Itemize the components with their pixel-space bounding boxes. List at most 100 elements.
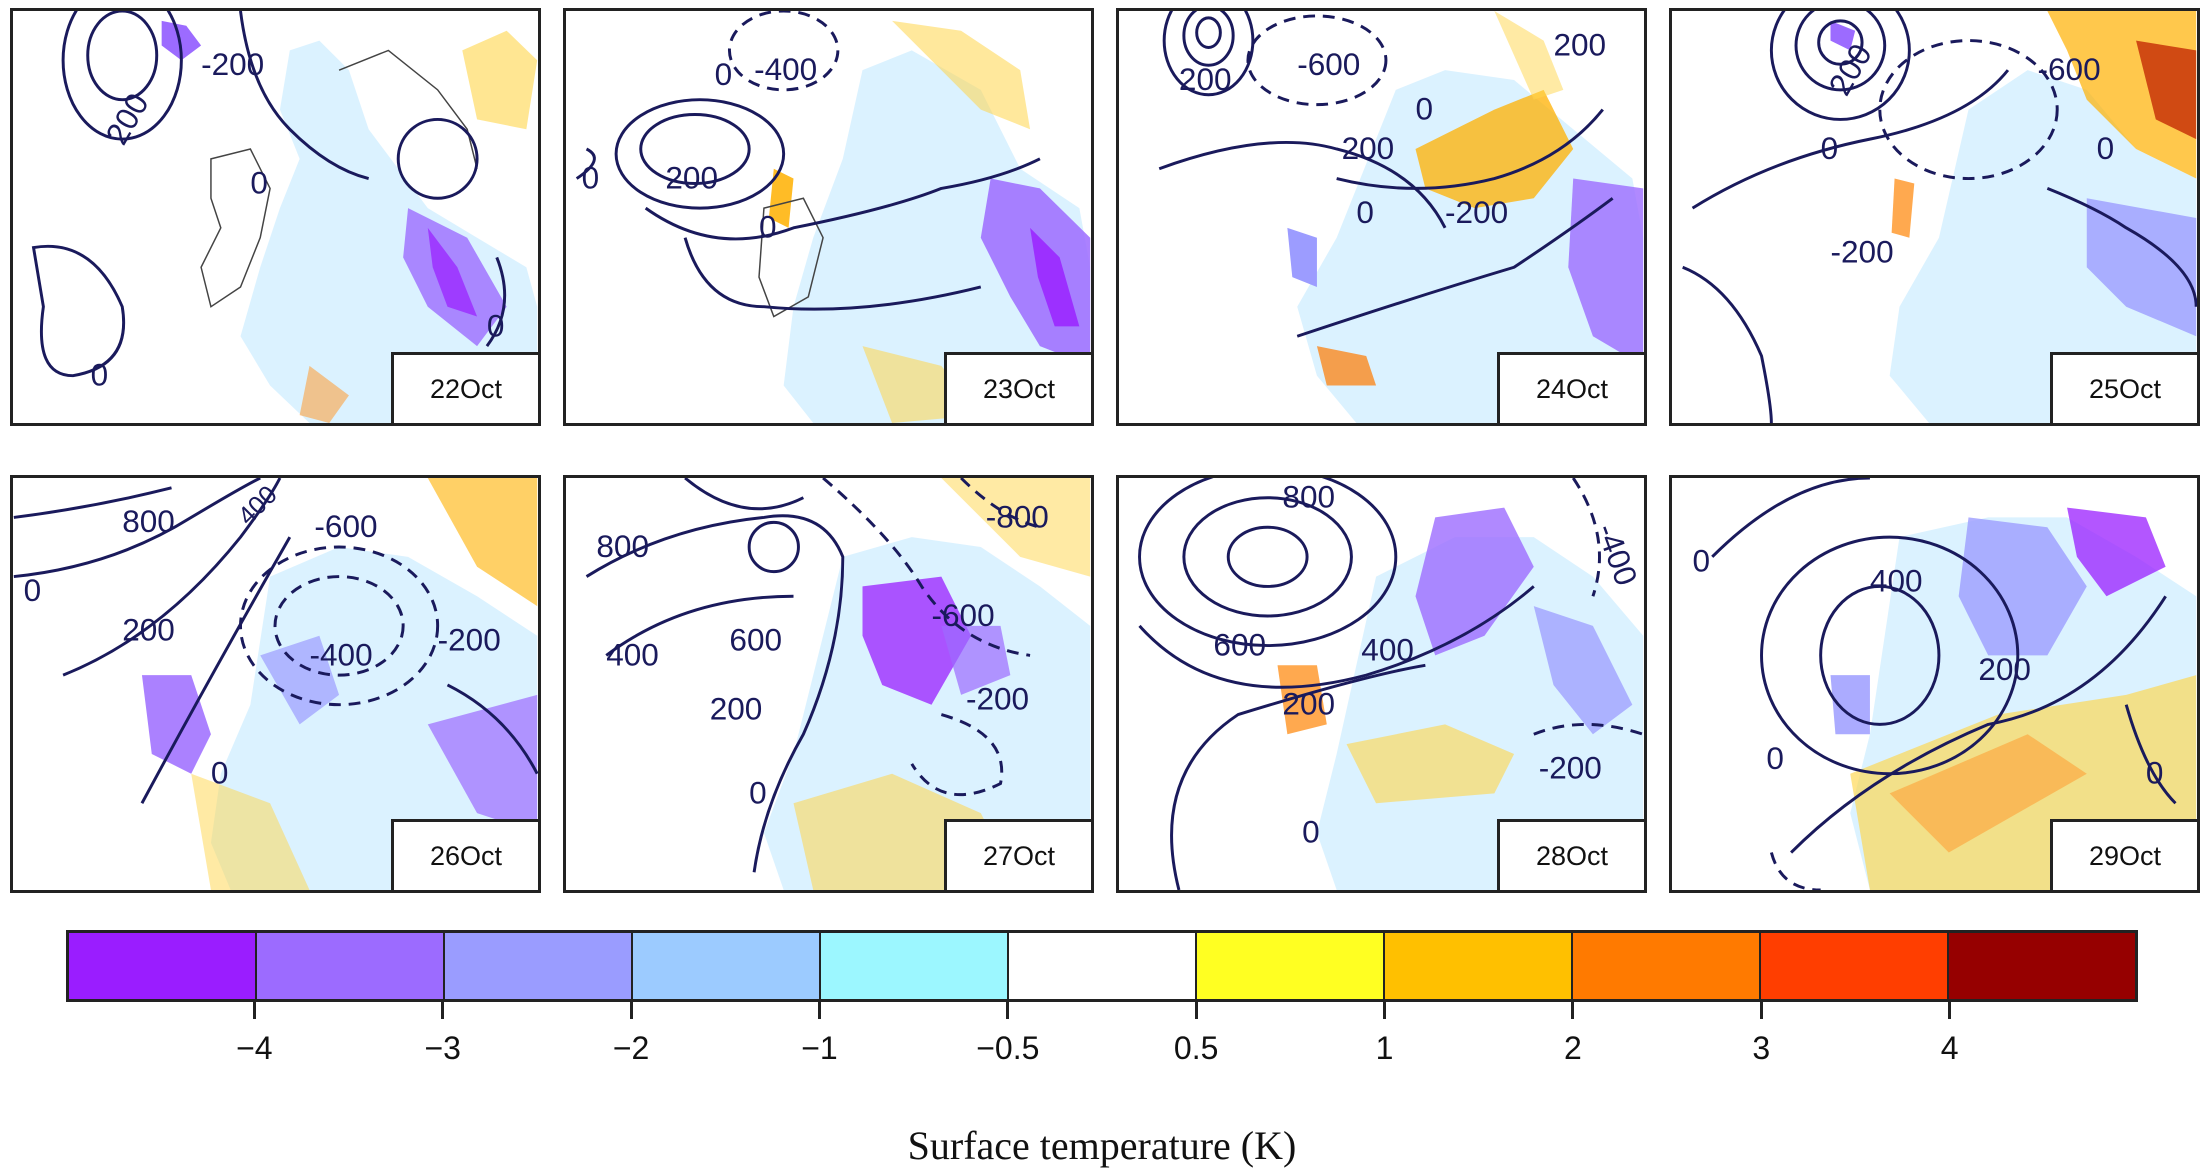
colorbar-tick-label: 0.5 [1173,1030,1219,1066]
contour-label: -600 [932,597,995,633]
colorbar-segment [69,933,257,999]
colorbar-tick-label: −1 [801,1030,838,1066]
colorbar-segment [1949,933,2135,999]
contour-label: 0 [91,357,109,393]
colorbar-segment [445,933,633,999]
contour-label: 600 [729,621,782,657]
contour-label: 200 [1342,130,1395,166]
colorbar-tick [1006,999,1010,1019]
contour-label: 0 [24,572,42,608]
colorbar-tick-label: 4 [1940,1030,1959,1066]
map-panel-24oct: -600 200 200 0 -200 0 200 24Oct [1116,8,1647,426]
contour-label: 0 [749,774,767,810]
contour-label: 600 [1213,626,1266,662]
colorbar-title: Surface temperature (K) [907,1123,1297,1168]
panel-date-label: 29Oct [2050,819,2197,890]
contour-label: 0 [1302,814,1320,850]
colorbar-tick [1571,999,1575,1019]
contour-label: 0 [2146,755,2164,791]
map-29oct-graphic: 0 400 200 0 0 [1693,478,2197,890]
panel-date-label: 22Oct [391,352,538,423]
colorbar-tick-label: 3 [1752,1030,1771,1066]
contour-label: 200 [1179,61,1232,97]
map-25oct-graphic: -600 200 0 -200 0 [1682,11,2197,423]
contour-label: 800 [122,503,175,539]
map-23oct-graphic: -400 0 200 0 0 [575,11,1091,423]
colorbar-tick [1759,999,1763,1019]
contour-label: -200 [966,681,1029,717]
colorbar-segment [1009,933,1197,999]
colorbar [66,930,2138,1002]
colorbar-tick [1383,999,1387,1019]
contour-label: 800 [596,528,649,564]
contour-label: -800 [986,498,1049,534]
contour-label: 200 [1553,26,1606,62]
map-24oct-graphic: -600 200 200 0 -200 0 200 [1158,11,1644,423]
colorbar-tick [629,999,633,1019]
contour-label: -400 [754,51,817,87]
contour-label: 0 [715,56,733,92]
map-panel-26oct: 800 -600 0 200 -400 -200 400 0 26Oct [10,475,541,893]
map-22oct-graphic: -200 200 0 0 0 [31,11,538,423]
contour-label: 200 [1821,38,1878,102]
contour-label: -600 [314,508,377,544]
contour-label: 200 [1978,651,2031,687]
colorbar-segment [1385,933,1573,999]
contour-label: 0 [1416,90,1434,126]
contour-label: 0 [1821,130,1839,166]
colorbar-tick [817,999,821,1019]
map-panel-22oct: -200 200 0 0 0 22Oct [10,8,541,426]
contour-label: 0 [1766,740,1784,776]
panel-date-label: 28Oct [1497,819,1644,890]
contour-label: 0 [211,755,229,791]
contour-label: 200 [665,159,718,195]
contour-label: 400 [1361,631,1414,667]
colorbar-tick-label: −0.5 [976,1030,1040,1066]
map-panel-27oct: 800 -800 400 600 -600 200 -200 0 27Oct [563,475,1094,893]
contour-label: 400 [606,636,659,672]
colorbar-tick [441,999,445,1019]
contour-label: 200 [1282,686,1335,722]
colorbar-segment [1573,933,1761,999]
colorbar-tick [1948,999,1952,1019]
contour-label: 0 [1693,543,1711,579]
contour-label: -200 [438,621,501,657]
contour-label: -200 [1445,194,1508,230]
map-panel-23oct: -400 0 200 0 0 23Oct [563,8,1094,426]
map-panel-29oct: 0 400 200 0 0 29Oct [1669,475,2200,893]
colorbar-segment [1197,933,1385,999]
colorbar-segment [633,933,821,999]
contour-label: 200 [710,690,763,726]
contour-label: 200 [122,612,175,648]
map-panel-28oct: 800 -400 600 400 200 -200 0 28Oct [1116,475,1647,893]
colorbar-tick-label: −4 [236,1030,273,1066]
contour-label: -200 [1831,233,1894,269]
panel-date-label: 25Oct [2050,352,2197,423]
colorbar-tick-label: −2 [612,1030,650,1066]
colorbar-tick-label: 2 [1564,1030,1582,1066]
colorbar-segment [821,933,1009,999]
panel-date-label: 27Oct [944,819,1091,890]
contour-label: 0 [487,307,505,343]
panel-date-label: 26Oct [391,819,538,890]
contour-label: -600 [1297,46,1360,82]
contour-label: 0 [250,164,268,200]
contour-label: -200 [1539,750,1602,786]
contour-label: 400 [1870,562,1923,598]
colorbar-tick [252,999,256,1019]
colorbar-segment [257,933,445,999]
panel-date-label: 23Oct [944,352,1091,423]
contour-label: -200 [201,46,264,82]
colorbar-tick-label: −3 [424,1030,461,1066]
contour-label: 800 [1282,479,1335,515]
colorbar-tick [1194,999,1198,1019]
contour-label: -400 [310,636,373,672]
panel-date-label: 24Oct [1497,352,1644,423]
contour-label: 0 [759,209,777,245]
map-28oct-graphic: 800 -400 600 400 200 -200 0 [1138,478,1644,890]
contour-label: 0 [2097,130,2115,166]
contour-label: 0 [582,159,600,195]
colorbar-tick-label: 1 [1375,1030,1394,1066]
map-panel-25oct: -600 200 0 -200 0 25Oct [1669,8,2200,426]
contour-label: 0 [1356,194,1374,230]
